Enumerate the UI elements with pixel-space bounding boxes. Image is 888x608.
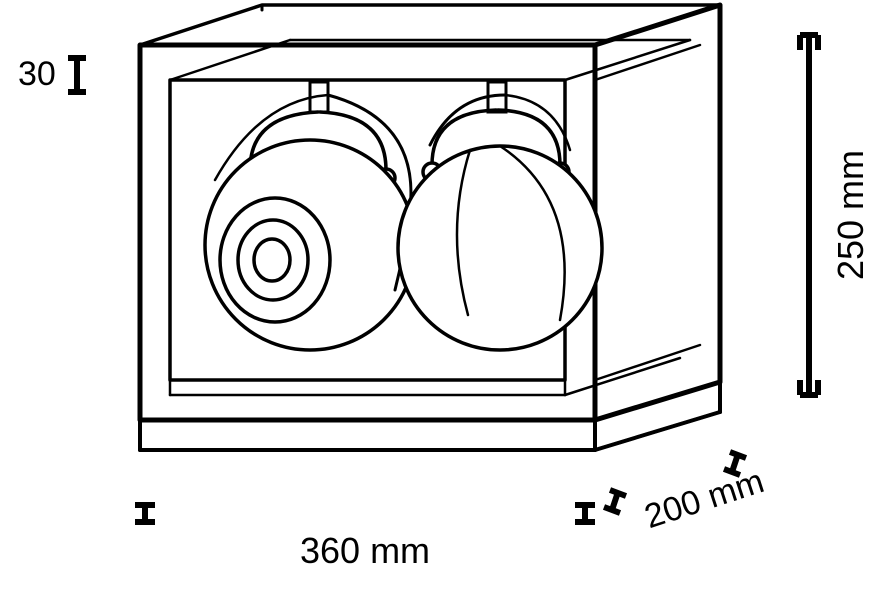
spotlight-right [398, 82, 602, 350]
dim-frame-thickness: 30 [18, 55, 56, 94]
spotlight-left [205, 82, 415, 350]
technical-drawing [0, 0, 888, 608]
dim-height: 250 mm [830, 150, 872, 280]
dim-width: 360 mm [300, 530, 430, 572]
